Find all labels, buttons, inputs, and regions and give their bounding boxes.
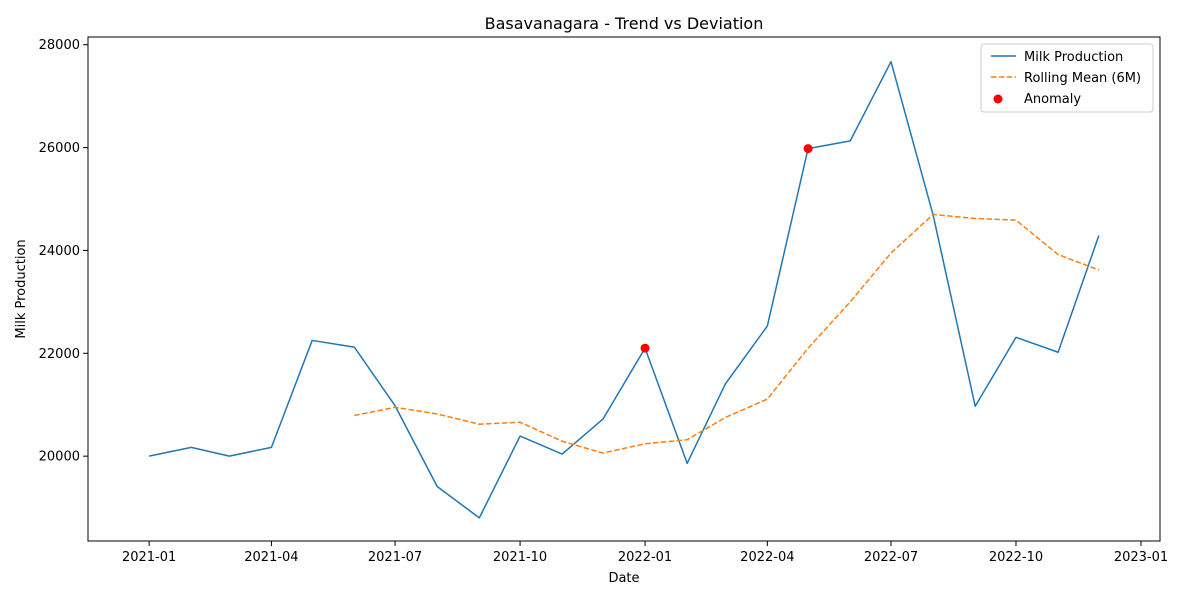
y-tick-label: 28000 xyxy=(39,38,80,53)
y-tick-label: 22000 xyxy=(39,347,80,362)
anomaly-point xyxy=(640,343,650,353)
y-tick-label: 26000 xyxy=(39,141,80,156)
legend-label-rolling-mean: Rolling Mean (6M) xyxy=(1024,71,1141,86)
legend-swatch-anomaly xyxy=(993,94,1003,104)
x-tick-label: 2021-10 xyxy=(493,550,547,565)
plot-area xyxy=(87,36,1161,542)
y-axis-label: Milk Production xyxy=(14,239,29,338)
x-tick-label: 2021-07 xyxy=(368,550,422,565)
legend-label-milk-production: Milk Production xyxy=(1024,50,1123,65)
legend: Milk Production Rolling Mean (6M) Anomal… xyxy=(980,43,1154,113)
x-tick-label: 2021-01 xyxy=(122,550,176,565)
x-axis: 2021-01 2021-04 2021-07 2021-10 2022-01 2022-… xyxy=(122,541,1168,565)
x-tick-label: 2022-07 xyxy=(864,550,918,565)
legend-box xyxy=(980,43,1154,113)
legend-label-anomaly: Anomaly xyxy=(1024,92,1081,107)
y-tick-label: 20000 xyxy=(39,450,80,465)
y-tick-label: 24000 xyxy=(39,244,80,259)
y-axis: 20000 22000 24000 26000 28000 xyxy=(39,38,88,465)
x-tick-label: 2022-04 xyxy=(740,550,794,565)
x-axis-label: Date xyxy=(608,571,639,586)
x-tick-label: 2023-01 xyxy=(1114,550,1168,565)
series-line-milk-production xyxy=(148,60,1100,519)
series-line-rolling-mean-6m xyxy=(354,213,1100,454)
plot-frame xyxy=(87,36,1161,542)
x-tick-label: 2022-01 xyxy=(618,550,672,565)
anomaly-point xyxy=(803,144,813,154)
x-tick-label: 2021-04 xyxy=(244,550,298,565)
chart-title: Basavanagara - Trend vs Deviation xyxy=(485,14,764,33)
series-layer xyxy=(148,60,1100,519)
x-tick-label: 2022-10 xyxy=(989,550,1043,565)
